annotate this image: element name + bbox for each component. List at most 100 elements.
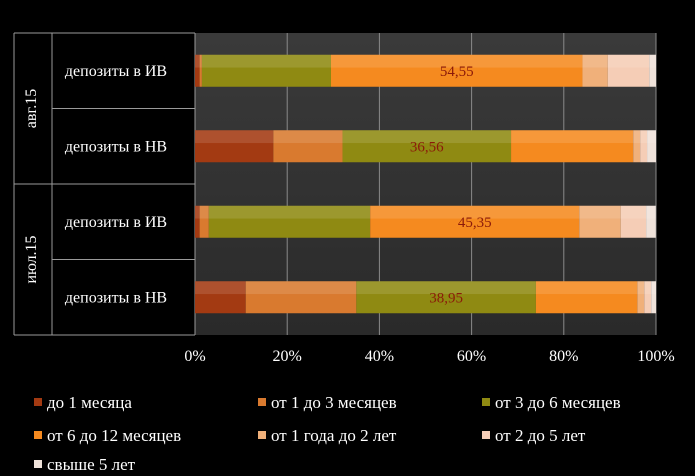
bar-segment-до-1-месяца — [195, 281, 246, 314]
legend-label: до 1 месяца — [47, 393, 132, 412]
x-tick-label: 40% — [365, 348, 394, 365]
bar-highlight — [511, 130, 634, 144]
bar-segment-свыше-5-лет — [651, 281, 656, 314]
legend-label: от 1 года до 2 лет — [271, 426, 397, 445]
row-label: депозиты в ИВ — [65, 214, 167, 231]
legend-swatch — [258, 431, 266, 439]
legend-label: от 6 до 12 месяцев — [47, 426, 181, 445]
bar-highlight — [644, 281, 652, 295]
bar-segment-от-6-до-12-месяцев — [370, 205, 580, 238]
bar-highlight — [370, 205, 580, 219]
legend-label: свыше 5 лет — [47, 455, 136, 474]
row-label: депозиты в ИВ — [65, 63, 167, 80]
bar-segment-от-1-года-до-2-лет — [637, 281, 645, 314]
legend-swatch — [482, 431, 490, 439]
bars — [195, 54, 656, 314]
legend-swatch — [482, 398, 490, 406]
bar-segment-до-1-месяца — [195, 130, 274, 163]
group-label: авг.15 — [23, 89, 40, 128]
bar-highlight — [330, 54, 583, 68]
bar-segment-от-1-года-до-2-лет — [633, 130, 641, 163]
legend-item-от-1-года-до-2-лет: от 1 года до 2 лет — [258, 426, 397, 445]
bar-segment-от-2-до-5-лет — [640, 130, 648, 163]
legend-swatch — [34, 460, 42, 468]
bar-highlight — [245, 281, 357, 295]
group-label: июл.15 — [23, 235, 40, 283]
bar-segment-от-1-года-до-2-лет — [582, 54, 608, 87]
bar-segment-от-1-до-3-месяцев — [199, 205, 209, 238]
legend-item-от-3-до-6-месяцев: от 3 до 6 месяцев — [482, 393, 621, 412]
bar-segment-от-6-до-12-месяцев — [511, 130, 634, 163]
bar-segment-от-1-до-3-месяцев — [273, 130, 343, 163]
bar-highlight — [607, 54, 650, 68]
bar-segment-от-2-до-5-лет — [644, 281, 652, 314]
row-label: депозиты в НВ — [65, 289, 167, 306]
legend-item-до-1-месяца: до 1 месяца — [34, 393, 132, 412]
bar-highlight — [195, 205, 200, 219]
legend: до 1 месяца от 1 до 3 месяцев от 3 до 6 ме… — [34, 393, 621, 474]
legend-item-от-2-до-5-лет: от 2 до 5 лет — [482, 426, 586, 445]
bar-highlight — [535, 281, 638, 295]
bar-segment-от-3-до-6-месяцев — [201, 54, 331, 87]
category-axis: депозиты в ИВ депозиты в НВ депозиты в ИВ д… — [13, 32, 196, 336]
x-tick-label: 60% — [457, 348, 486, 365]
bar-segment-от-1-до-3-месяцев — [199, 54, 202, 87]
bar-highlight — [640, 130, 648, 144]
data-label: 54,55 — [440, 64, 474, 80]
bar-highlight — [195, 130, 274, 144]
bar-highlight — [582, 54, 608, 68]
bar-highlight — [647, 130, 656, 144]
bar-segment-от-2-до-5-лет — [620, 205, 647, 238]
bar-highlight — [633, 130, 641, 144]
bar-segment-свыше-5-лет — [647, 130, 656, 163]
legend-swatch — [258, 398, 266, 406]
bar-segment-от-1-до-3-месяцев — [245, 281, 357, 314]
bar-segment-свыше-5-лет — [646, 205, 656, 238]
legend-label: от 2 до 5 лет — [495, 426, 586, 445]
x-tick-label: 80% — [549, 348, 578, 365]
bar-segment-от-2-до-5-лет — [607, 54, 650, 87]
bar-segment-от-6-до-12-месяцев — [535, 281, 638, 314]
legend-swatch — [34, 398, 42, 406]
x-axis-ticks: 0% 20% 40% 60% 80% 100% — [184, 348, 674, 365]
legend-swatch — [34, 431, 42, 439]
legend-item-от-1-до-3-месяцев: от 1 до 3 месяцев — [258, 393, 397, 412]
legend-label: от 1 до 3 месяцев — [271, 393, 397, 412]
bar-highlight — [579, 205, 621, 219]
bar-highlight — [199, 205, 209, 219]
x-tick-label: 0% — [184, 348, 205, 365]
bar-highlight — [620, 205, 647, 219]
data-label: 36,56 — [410, 139, 444, 155]
bar-highlight — [646, 205, 656, 219]
bar-segment-свыше-5-лет — [649, 54, 656, 87]
bar-segment-от-1-года-до-2-лет — [579, 205, 621, 238]
bar-highlight — [649, 54, 656, 68]
x-tick-label: 20% — [273, 348, 302, 365]
bar-segment-до-1-месяца — [195, 54, 200, 87]
bar-highlight — [195, 54, 200, 68]
bar-segment-от-3-до-6-месяцев — [208, 205, 371, 238]
bar-highlight — [342, 130, 512, 144]
data-label: 38,95 — [429, 290, 463, 306]
data-labels: 54,55 36,56 45,35 38,95 — [410, 64, 492, 307]
bar-highlight — [637, 281, 645, 295]
bar-highlight — [199, 54, 202, 68]
bar-highlight — [356, 281, 536, 295]
bar-segment-от-6-до-12-месяцев — [330, 54, 583, 87]
bar-segment-до-1-месяца — [195, 205, 200, 238]
bar-segment-от-3-до-6-месяцев — [342, 130, 512, 163]
legend-item-свыше-5-лет: свыше 5 лет — [34, 455, 136, 474]
bar-highlight — [201, 54, 331, 68]
bar-segment-от-3-до-6-месяцев — [356, 281, 536, 314]
bar-highlight — [273, 130, 343, 144]
row-label: депозиты в НВ — [65, 138, 167, 155]
bar-highlight — [195, 281, 246, 295]
x-tick-label: 100% — [637, 348, 674, 365]
legend-label: от 3 до 6 месяцев — [495, 393, 621, 412]
bar-highlight — [651, 281, 656, 295]
data-label: 45,35 — [458, 215, 492, 231]
bar-highlight — [208, 205, 371, 219]
legend-item-от-6-до-12-месяцев: от 6 до 12 месяцев — [34, 426, 181, 445]
